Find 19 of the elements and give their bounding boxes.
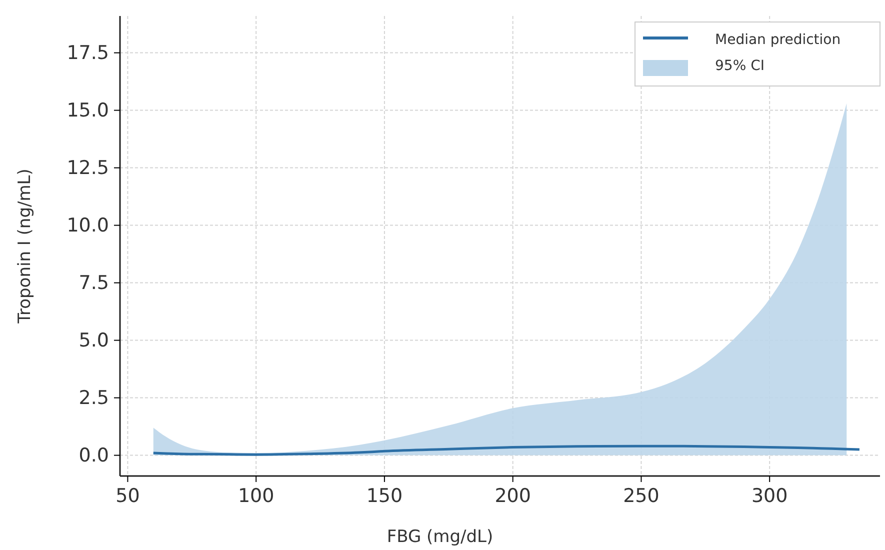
y-tick-label: 5.0: [78, 329, 109, 352]
legend-label: 95% CI: [715, 58, 764, 74]
x-tick-label: 200: [494, 485, 531, 508]
y-tick-label: 17.5: [66, 42, 109, 64]
x-tick-label: 300: [751, 485, 788, 508]
y-tick-label: 0.0: [78, 444, 109, 466]
x-tick-label: 250: [623, 485, 660, 508]
x-tick-label: 50: [116, 485, 140, 508]
y-axis-title: Troponin I (ng/mL): [15, 168, 35, 324]
x-tick-label: 100: [238, 485, 274, 508]
y-tick-label: 10.0: [66, 214, 109, 236]
y-tick-label: 15.0: [66, 99, 109, 122]
y-tick-label: 2.5: [78, 386, 109, 409]
y-tick-label: 12.5: [66, 156, 109, 179]
legend-label: Median prediction: [715, 32, 841, 48]
x-tick-label: 150: [366, 485, 403, 508]
y-tick-label: 7.5: [78, 272, 109, 294]
line-series: [152, 444, 861, 456]
x-axis-title: FBG (mg/dL): [386, 527, 494, 547]
